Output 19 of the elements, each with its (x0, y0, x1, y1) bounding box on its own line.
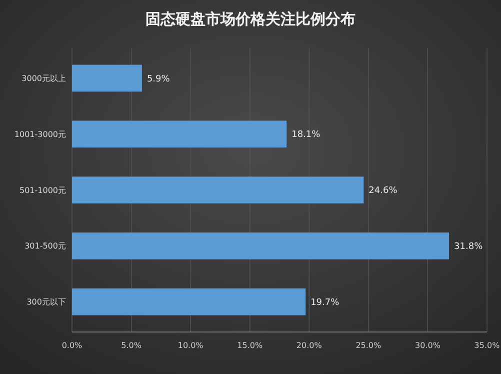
y-tick-label: 301-500元 (24, 242, 66, 251)
y-tick-label: 3000元以上 (22, 74, 66, 83)
data-label: 5.9% (146, 74, 170, 84)
y-tick-label: 1001-3000元 (14, 130, 66, 139)
x-tick-label: 20.0% (296, 341, 322, 350)
x-tick-label: 15.0% (237, 341, 263, 350)
y-tick-label: 501-1000元 (19, 186, 66, 195)
data-label: 31.8% (454, 242, 484, 252)
x-tick-label: 5.0% (121, 341, 142, 350)
data-label: 18.1% (292, 130, 321, 140)
x-tick-label: 30.0% (415, 341, 441, 350)
x-tick-label: 25.0% (356, 341, 382, 350)
x-tick-label: 10.0% (178, 341, 204, 350)
x-tick-label: 35.0% (474, 341, 500, 350)
chart-title: 固态硬盘市场价格关注比例分布 (146, 10, 356, 28)
data-label: 19.7% (310, 298, 340, 308)
x-tick-label: 0.0% (62, 341, 83, 350)
y-tick-label: 300元以下 (26, 298, 66, 307)
data-label: 24.6% (368, 186, 398, 196)
